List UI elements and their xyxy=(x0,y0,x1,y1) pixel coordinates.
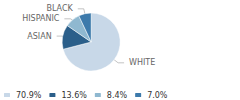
svg-text:ASIAN: ASIAN xyxy=(27,32,51,41)
svg-text:7.0%: 7.0% xyxy=(147,91,168,100)
svg-text:HISPANIC: HISPANIC xyxy=(22,14,60,23)
svg-text:BLACK: BLACK xyxy=(46,4,73,13)
svg-text:WHITE: WHITE xyxy=(129,58,155,67)
svg-text:8.4%: 8.4% xyxy=(107,91,128,100)
svg-text:70.9%: 70.9% xyxy=(16,91,42,100)
svg-text:13.6%: 13.6% xyxy=(61,91,87,100)
